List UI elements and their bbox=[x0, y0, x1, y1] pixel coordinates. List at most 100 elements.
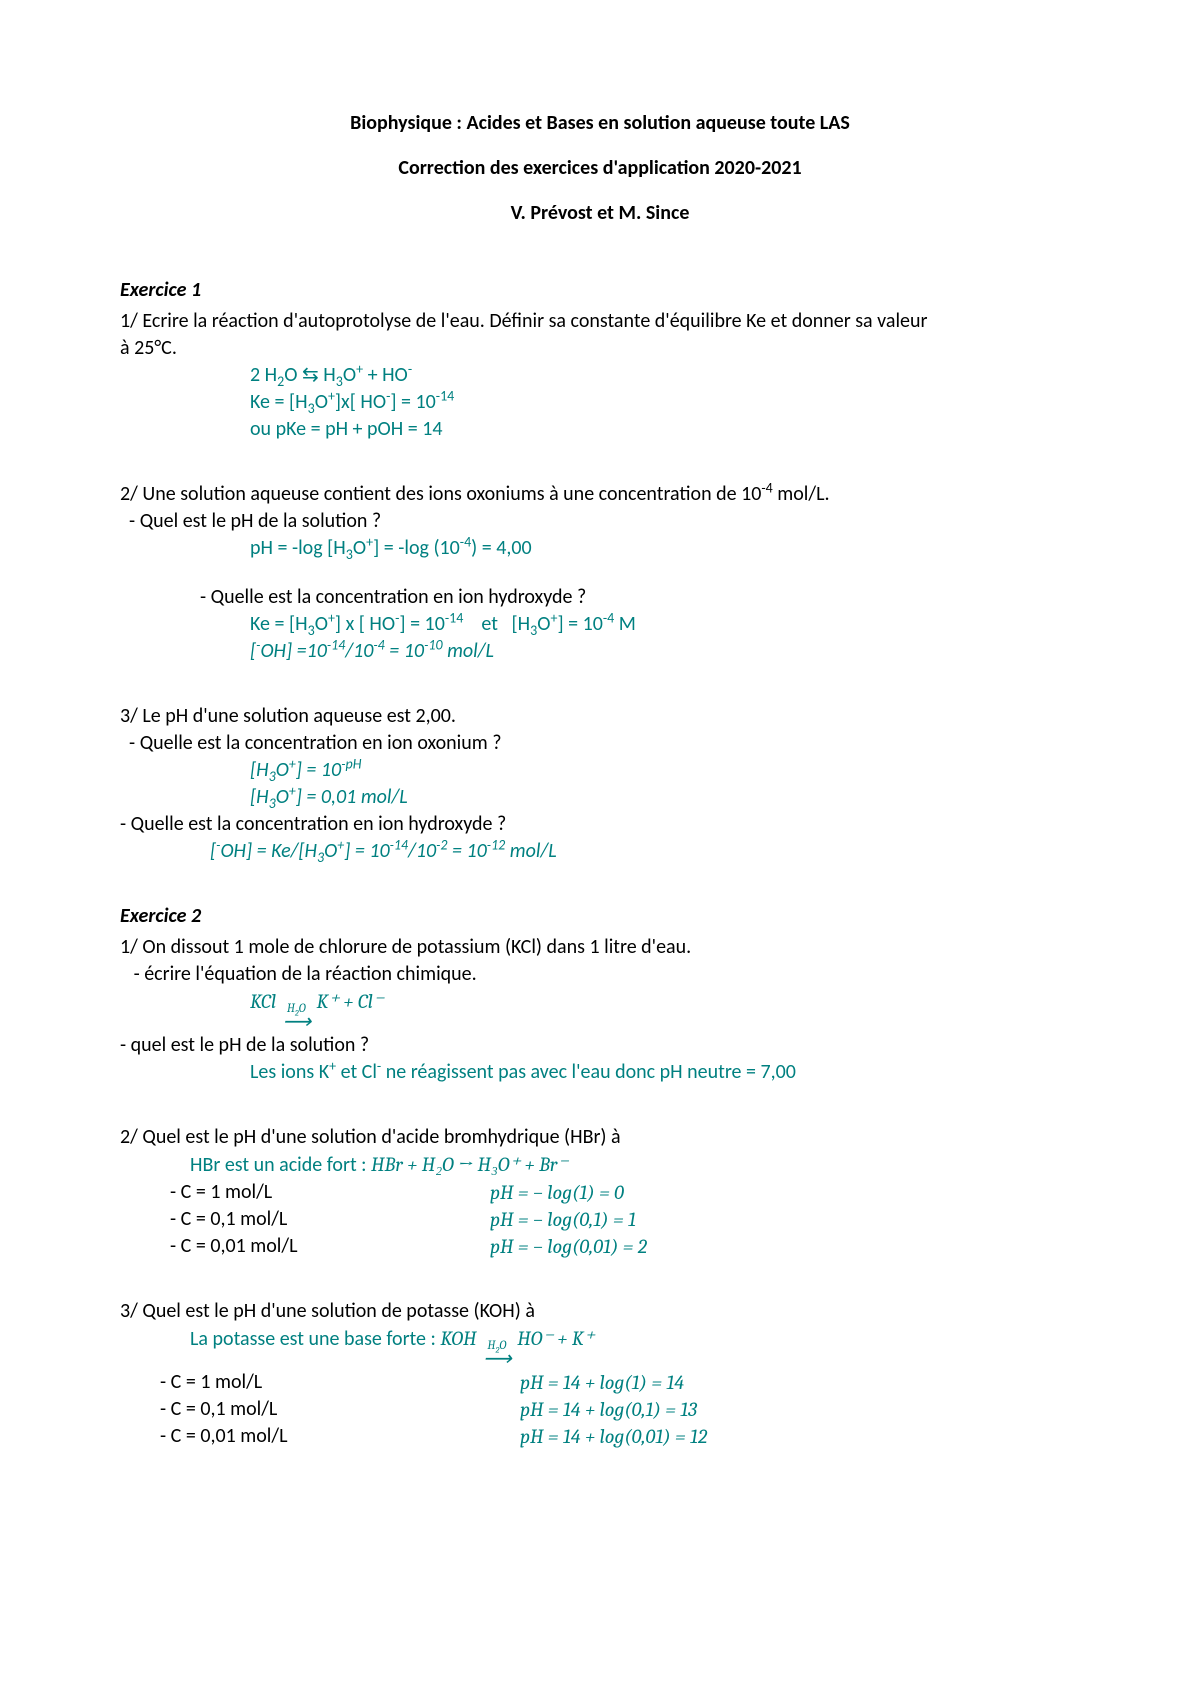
text-fragment: OH] = Ke/[H bbox=[220, 839, 317, 863]
text-fragment: mol/L bbox=[443, 639, 494, 663]
text-fragment: ] = 10 bbox=[557, 612, 602, 636]
text-fragment: ] = 10 bbox=[344, 839, 389, 863]
reaction-arrow-icon: H2O ⟶ bbox=[483, 1339, 511, 1369]
text-fragment: /10 bbox=[345, 639, 373, 663]
text-fragment: HBr est un acide fort : bbox=[190, 1153, 371, 1177]
text-fragment: M bbox=[614, 612, 636, 636]
text-fragment: 2 H bbox=[250, 363, 277, 387]
conc-label: - C = 0,01 mol/L bbox=[170, 1233, 490, 1260]
text-fragment: O bbox=[315, 612, 328, 636]
exercise-1-heading: Exercice 1 bbox=[120, 277, 1080, 304]
text-fragment: ]x[ HO bbox=[335, 390, 386, 414]
text-fragment: ] = -log (10 bbox=[373, 536, 460, 560]
ex1-a3-line1: [H3O+] = 10-pH bbox=[120, 757, 1080, 784]
text-fragment: mol/L. bbox=[773, 482, 830, 506]
text-fragment: et [H bbox=[463, 612, 530, 636]
ph-result: pH = 14 + log(1) = 14 bbox=[520, 1369, 1080, 1396]
ex1-q1-line2: à 25°C. bbox=[120, 335, 1080, 362]
equation-hbr: HBr + H₂O → H₃O⁺ + Br⁻ bbox=[371, 1153, 568, 1176]
reaction-arrow-icon: H2O ⟶ bbox=[282, 1002, 310, 1032]
document-page: Biophysique : Acides et Bases en solutio… bbox=[0, 0, 1200, 1697]
ex1-a3b: [-OH] = Ke/[H3O+] = 10-14/10-2 = 10-12 m… bbox=[120, 838, 1080, 865]
text-fragment: ] = 10 bbox=[296, 758, 341, 782]
ex1-q3-line1: 3/ Le pH d'une solution aqueuse est 2,00… bbox=[120, 703, 1080, 730]
ex2-q1-line1: 1/ On dissout 1 mole de chlorure de pota… bbox=[120, 934, 1080, 961]
text-fragment: O bbox=[353, 536, 366, 560]
ex2-q1b: - quel est le pH de la solution ? bbox=[120, 1032, 1080, 1059]
text-fragment: + HO bbox=[363, 363, 408, 387]
ex1-a1-line3: ou pKe = pH + pOH = 14 bbox=[120, 416, 1080, 443]
text-fragment: /10 bbox=[408, 839, 436, 863]
ex2-a3-row2: - C = 0,1 mol/L pH = 14 + log(0,1) = 13 bbox=[120, 1396, 1080, 1423]
title-line-1: Biophysique : Acides et Bases en solutio… bbox=[120, 110, 1080, 137]
conc-label: - C = 1 mol/L bbox=[160, 1369, 520, 1396]
ph-result: pH = − log(1) = 0 bbox=[490, 1179, 1080, 1206]
ex1-a1-line2: Ke = [H3O+]x[ HO-] = 10-14 bbox=[120, 389, 1080, 416]
ex2-a2-intro: HBr est un acide fort : HBr + H₂O → H₃O⁺… bbox=[120, 1151, 1080, 1179]
equation-koh: KOH bbox=[440, 1327, 476, 1350]
ex1-a2b-line1: Ke = [H3O+] x [ HO-] = 10-14 et [H3O+] =… bbox=[120, 611, 1080, 638]
ex1-a2: pH = -log [H3O+] = -log (10-4) = 4,00 bbox=[120, 535, 1080, 562]
ex1-q3-line2: - Quelle est la concentration en ion oxo… bbox=[120, 730, 1080, 757]
text-fragment: 2/ Une solution aqueuse contient des ion… bbox=[120, 482, 761, 506]
text-fragment: O bbox=[537, 612, 550, 636]
ex1-q1-line1: 1/ Ecrire la réaction d'autoprotolyse de… bbox=[120, 308, 1080, 335]
ex1-q2-line1: 2/ Une solution aqueuse contient des ion… bbox=[120, 481, 1080, 508]
ph-result: pH = 14 + log(0,01) = 12 bbox=[520, 1423, 1080, 1450]
text-fragment: Ke = [H bbox=[250, 612, 308, 636]
ex2-a1b: Les ions K+ et Cl- ne réagissent pas ave… bbox=[120, 1059, 1080, 1086]
conc-label: - C = 0,01 mol/L bbox=[160, 1423, 520, 1450]
text-fragment: = 10 bbox=[385, 639, 424, 663]
text-fragment: O bbox=[276, 758, 289, 782]
text-fragment: O bbox=[276, 785, 289, 809]
ex1-a3-line2: [H3O+] = 0,01 mol/L bbox=[120, 784, 1080, 811]
title-line-2: Correction des exercices d'application 2… bbox=[120, 155, 1080, 182]
text-fragment: ] = 10 bbox=[390, 390, 435, 414]
text-fragment: [H bbox=[250, 758, 269, 782]
text-fragment: pH = -log [H bbox=[250, 536, 346, 560]
text-fragment: et Cl bbox=[336, 1060, 377, 1084]
ex1-q2b: - Quelle est la concentration en ion hyd… bbox=[120, 584, 1080, 611]
ex2-a3-intro: La potasse est une base forte : KOH H2O … bbox=[120, 1325, 1080, 1369]
text-fragment: = 10 bbox=[448, 839, 487, 863]
ex2-a3-row3: - C = 0,01 mol/L pH = 14 + log(0,01) = 1… bbox=[120, 1423, 1080, 1450]
ex1-a1-line1: 2 H2O ⇆ H3O+ + HO- bbox=[120, 362, 1080, 389]
kcl-label: KCl bbox=[250, 990, 276, 1013]
reaction-rhs: K⁺ + Cl⁻ bbox=[317, 990, 384, 1013]
ex2-a2-row1: - C = 1 mol/L pH = − log(1) = 0 bbox=[120, 1179, 1080, 1206]
text-fragment: Ke = [H bbox=[250, 390, 308, 414]
ex1-a2b-line2: [-OH] =10-14/10-4 = 10-10 mol/L bbox=[120, 638, 1080, 665]
text-fragment: [H bbox=[250, 785, 269, 809]
text-fragment: ] = 0,01 mol/L bbox=[296, 785, 408, 809]
text-fragment: ) = 4,00 bbox=[471, 536, 531, 560]
ex2-a1-equation: KCl H2O ⟶ K⁺ + Cl⁻ bbox=[120, 988, 1080, 1032]
text-fragment: O bbox=[315, 390, 328, 414]
ex2-a2-row2: - C = 0,1 mol/L pH = − log(0,1) = 1 bbox=[120, 1206, 1080, 1233]
exercise-2-heading: Exercice 2 bbox=[120, 903, 1080, 930]
ex2-a3-row1: - C = 1 mol/L pH = 14 + log(1) = 14 bbox=[120, 1369, 1080, 1396]
ex1-q2-line2: - Quel est le pH de la solution ? bbox=[120, 508, 1080, 535]
ex2-a2-row3: - C = 0,01 mol/L pH = − log(0,01) = 2 bbox=[120, 1233, 1080, 1260]
text-fragment: O bbox=[343, 363, 356, 387]
title-line-3: V. Prévost et M. Since bbox=[120, 200, 1080, 227]
text-fragment: O bbox=[324, 839, 337, 863]
text-fragment: La potasse est une base forte : bbox=[190, 1327, 440, 1351]
ex2-q3: 3/ Quel est le pH d'une solution de pota… bbox=[120, 1298, 1080, 1325]
conc-label: - C = 1 mol/L bbox=[170, 1179, 490, 1206]
header-block: Biophysique : Acides et Bases en solutio… bbox=[120, 110, 1080, 227]
ph-result: pH = − log(0,1) = 1 bbox=[490, 1206, 1080, 1233]
arrow-icon: ⟶ bbox=[483, 1349, 511, 1369]
text-fragment: ] x [ HO bbox=[335, 612, 395, 636]
ex2-q1-line2: - écrire l'équation de la réaction chimi… bbox=[120, 961, 1080, 988]
text-fragment: ne réagissent pas avec l'eau donc pH neu… bbox=[381, 1060, 796, 1084]
text-fragment: O ⇆ H bbox=[284, 363, 336, 387]
arrow-icon: ⟶ bbox=[282, 1012, 310, 1032]
conc-label: - C = 0,1 mol/L bbox=[160, 1396, 520, 1423]
text-fragment: mol/L bbox=[505, 839, 556, 863]
text-fragment: OH] =10 bbox=[260, 639, 326, 663]
ex2-q2: 2/ Quel est le pH d'une solution d'acide… bbox=[120, 1124, 1080, 1151]
reaction-rhs: HO⁻ + K⁺ bbox=[517, 1327, 594, 1350]
ex1-q3b: - Quelle est la concentration en ion hyd… bbox=[120, 811, 1080, 838]
text-fragment: ] = 10 bbox=[399, 612, 444, 636]
text-fragment: Les ions K bbox=[250, 1060, 329, 1084]
